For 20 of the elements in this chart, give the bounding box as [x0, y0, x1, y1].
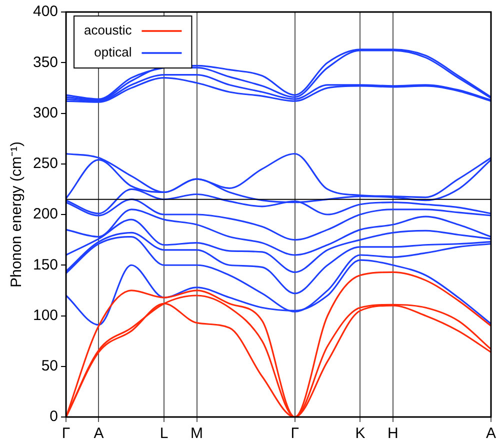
x-tick-label: A — [94, 425, 104, 442]
y-axis-title: Phonon energy (cm⁻¹) — [8, 142, 26, 288]
y-tick-label: 300 — [32, 104, 58, 122]
legend-label: acoustic — [84, 22, 132, 38]
y-tick-label: 400 — [32, 3, 58, 20]
legend-label: optical — [94, 44, 132, 60]
y-tick-label: 250 — [32, 155, 58, 172]
x-tick-label: Γ — [62, 425, 70, 442]
x-tick-label: M — [190, 425, 204, 442]
x-tick-label: Γ — [290, 425, 299, 442]
x-tick-label: A — [486, 425, 496, 442]
y-tick-label: 350 — [32, 54, 58, 71]
y-tick-label: 50 — [41, 358, 58, 375]
x-tick-label: L — [160, 425, 168, 442]
y-tick-label: 0 — [50, 408, 58, 426]
x-tick-label: K — [355, 425, 366, 442]
y-tick-label: 200 — [32, 206, 58, 223]
x-tick-label: H — [388, 425, 398, 442]
y-tick-label: 150 — [32, 256, 58, 274]
y-tick-label: 100 — [32, 306, 58, 324]
